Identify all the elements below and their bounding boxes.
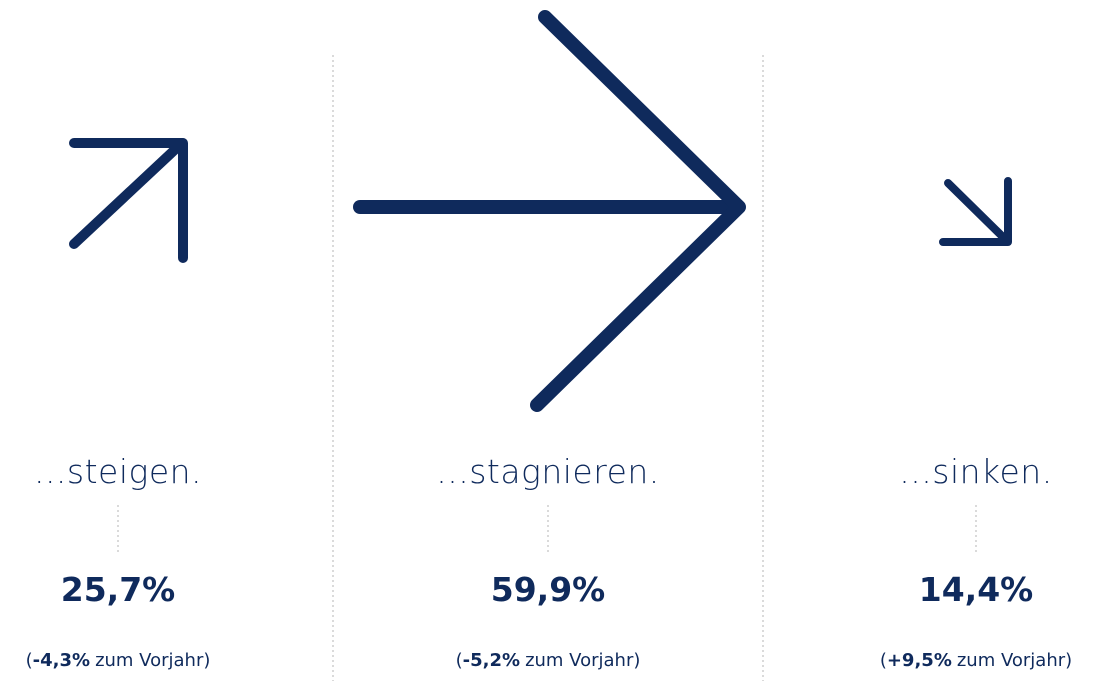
- change-suffix: zum Vorjahr): [525, 650, 641, 671]
- value: 25,7%: [60, 570, 176, 609]
- label: ...steigen.: [33, 452, 203, 491]
- change-suffix: zum Vorjahr): [956, 650, 1073, 671]
- value: 59,9%: [490, 570, 606, 609]
- change-value: +9,5%: [886, 650, 952, 671]
- change-value: -5,2%: [462, 650, 521, 671]
- paren: (: [25, 650, 33, 671]
- paren: (: [455, 650, 463, 671]
- separators: [117, 55, 977, 681]
- arrow-right: [353, 10, 746, 412]
- label: ...sinken.: [899, 452, 1053, 491]
- arrow-up: [69, 138, 188, 263]
- change-value: -4,3%: [32, 650, 91, 671]
- column: ...stagnieren. 59,9% (-5,2% zum Vorjahr): [368, 0, 728, 681]
- change: (-5,2% zum Vorjahr): [368, 650, 728, 671]
- change: (+9,5% zum Vorjahr): [796, 650, 1093, 671]
- column: ...steigen. 25,7% (-4,3% zum Vorjahr): [0, 0, 298, 681]
- label: ...stagnieren.: [436, 452, 660, 491]
- change-suffix: zum Vorjahr): [95, 650, 211, 671]
- change: (-4,3% zum Vorjahr): [0, 650, 298, 671]
- paren: (: [879, 650, 887, 671]
- value: 14,4%: [918, 570, 1034, 609]
- arrow-down: [939, 177, 1012, 246]
- column: ...sinken. 14,4% (+9,5% zum Vorjahr): [796, 0, 1093, 681]
